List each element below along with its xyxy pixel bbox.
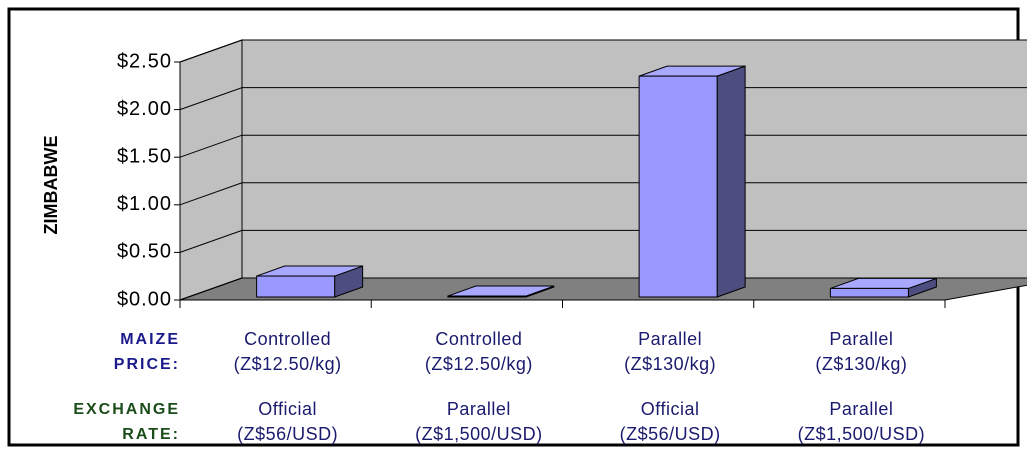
back-wall xyxy=(241,39,1027,279)
x-tick-label: Parallel xyxy=(447,399,511,419)
x-tick-label: Controlled xyxy=(435,329,522,349)
y-tick-label: $0.00 xyxy=(117,288,172,310)
x-tick-label: (Z$1,500/USD) xyxy=(798,424,926,444)
grid-line xyxy=(179,39,1027,63)
grid-line xyxy=(179,134,1027,158)
x-tick-label: (Z$12.50/kg) xyxy=(425,354,533,374)
row-label: EXCHANGE xyxy=(73,401,180,418)
y-tick-label: $0.50 xyxy=(117,241,172,263)
x-tick-label: Parallel xyxy=(829,329,893,349)
y-tick-label: $1.50 xyxy=(117,145,172,167)
x-tick-label: (Z$1,500/USD) xyxy=(415,424,543,444)
x-tick-label: (Z$56/USD) xyxy=(237,424,338,444)
y-tick-label: $1.00 xyxy=(117,193,172,215)
x-tick-label: (Z$130/kg) xyxy=(624,354,716,374)
x-tick-label: (Z$56/USD) xyxy=(620,424,721,444)
row-label: MAIZE xyxy=(120,331,180,348)
bar-side xyxy=(716,65,746,298)
x-tick-label: (Z$12.50/kg) xyxy=(234,354,342,374)
x-tick-label: Controlled xyxy=(244,329,331,349)
bar xyxy=(256,275,336,298)
x-tick-label: Official xyxy=(258,399,317,419)
y-tick-label: $2.00 xyxy=(117,98,172,120)
x-tick-label: (Z$130/kg) xyxy=(815,354,907,374)
x-tick-label: Parallel xyxy=(829,399,893,419)
y-axis-label: ZIMBABWE xyxy=(41,136,61,235)
grid-line xyxy=(179,182,1027,206)
grid-line xyxy=(179,87,1027,111)
grid-line xyxy=(179,229,1027,253)
row-label: PRICE: xyxy=(114,356,180,373)
side-wall xyxy=(179,39,243,301)
y-tick-label: $2.50 xyxy=(117,50,172,72)
grid-line xyxy=(179,277,1027,301)
bar xyxy=(829,287,909,298)
x-tick-label: Official xyxy=(641,399,700,419)
bar xyxy=(447,295,527,298)
x-tick-label: Parallel xyxy=(638,329,702,349)
row-label: RATE: xyxy=(122,426,180,443)
bar xyxy=(638,75,718,298)
